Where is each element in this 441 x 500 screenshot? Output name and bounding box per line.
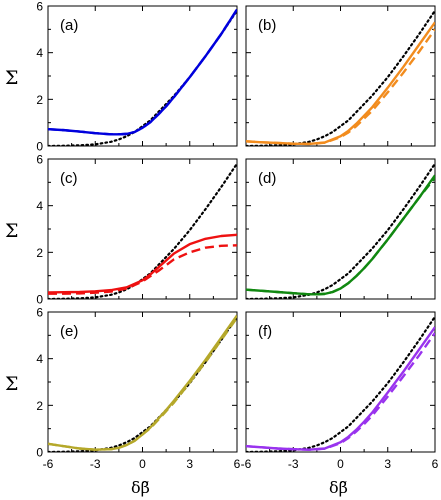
x-tick-label: 6 bbox=[432, 457, 439, 471]
panel-f-solid-line bbox=[246, 326, 435, 451]
y-tick-label: 6 bbox=[36, 0, 43, 14]
panel-f-label: (f) bbox=[258, 323, 272, 340]
x-tick-label: 6 bbox=[234, 457, 241, 471]
panel-b-solid-line bbox=[246, 21, 435, 146]
y-tick-label: 4 bbox=[36, 46, 43, 60]
y-tick-label: 2 bbox=[36, 399, 43, 413]
y-tick-label: 2 bbox=[36, 246, 43, 260]
panel-a-dashed-line bbox=[48, 8, 237, 136]
y-tick-label: 6 bbox=[36, 153, 43, 167]
x-tick-label: 3 bbox=[384, 457, 391, 471]
x-axis-label: δβ̃ bbox=[329, 478, 348, 497]
panel-c-label: (c) bbox=[60, 170, 78, 187]
y-axis-label: Σ bbox=[5, 373, 18, 395]
y-tick-label: 0 bbox=[36, 140, 43, 154]
y-tick-label: 6 bbox=[36, 306, 43, 320]
x-tick-label: -3 bbox=[90, 457, 101, 471]
panel-c-dashed-line bbox=[48, 244, 237, 295]
x-axis-label: δβ̃ bbox=[131, 478, 150, 497]
y-tick-label: 4 bbox=[36, 199, 43, 213]
panel-f-dashed-line bbox=[246, 332, 435, 451]
y-axis-label: Σ bbox=[5, 220, 18, 242]
panel-d-solid-line bbox=[246, 174, 435, 296]
x-tick-label: 0 bbox=[139, 457, 146, 471]
x-tick-label: 0 bbox=[337, 457, 344, 471]
x-tick-label: -6 bbox=[241, 457, 252, 471]
panel-a-label: (a) bbox=[60, 17, 78, 34]
panel-f-frame bbox=[245, 311, 436, 453]
panel-e-dashed-line bbox=[48, 317, 237, 451]
panel-b-dashed-line bbox=[246, 28, 435, 146]
y-tick-label: 4 bbox=[36, 352, 43, 366]
y-tick-label: 2 bbox=[36, 93, 43, 107]
panel-f-reference-dotted-line bbox=[246, 315, 435, 452]
panel-d-dashed-line bbox=[246, 176, 435, 296]
x-tick-label: 3 bbox=[186, 457, 193, 471]
y-tick-label: 0 bbox=[36, 446, 43, 460]
panel-d-label: (d) bbox=[258, 170, 276, 187]
panel-e-label: (e) bbox=[60, 323, 78, 340]
x-tick-label: -6 bbox=[43, 457, 54, 471]
y-tick-label: 0 bbox=[36, 293, 43, 307]
panel-c-solid-line bbox=[48, 233, 237, 294]
y-axis-label: Σ bbox=[5, 67, 18, 89]
x-tick-label: -3 bbox=[288, 457, 299, 471]
panel-b-label: (b) bbox=[258, 17, 276, 34]
